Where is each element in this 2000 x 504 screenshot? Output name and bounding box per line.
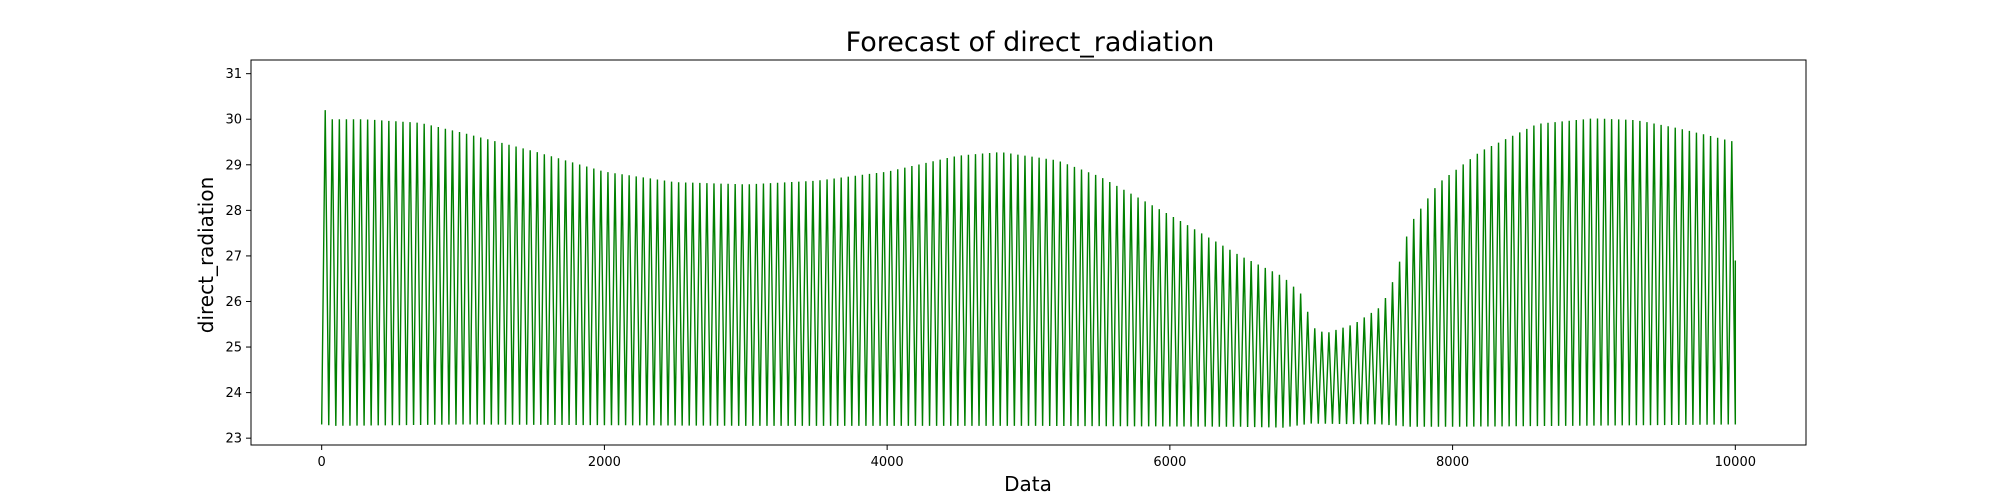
series-line: [320, 110, 1737, 428]
x-tick-label: 6000: [1153, 455, 1186, 470]
y-tick-label: 26: [225, 295, 242, 310]
x-tick-label: 10000: [1715, 455, 1756, 470]
x-axis-label: Data: [1004, 472, 1052, 496]
plot-frame: [250, 59, 1807, 446]
y-tick-label: 23: [225, 432, 242, 447]
y-axis-ticks: 23 24 25 26 27 28 29 30 31: [225, 67, 251, 447]
x-tick-label: 8000: [1436, 455, 1469, 470]
y-tick-label: 28: [225, 204, 242, 219]
y-tick-label: 24: [225, 386, 242, 401]
x-tick-label: 0: [318, 455, 326, 470]
y-tick-label: 29: [225, 158, 242, 173]
x-axis-ticks: 0 2000 4000 6000 8000 10000: [318, 445, 1756, 470]
y-tick-label: 31: [225, 67, 242, 82]
series-layer: [320, 110, 1737, 428]
x-tick-label: 4000: [871, 455, 904, 470]
chart-title: Forecast of direct_radiation: [846, 27, 1215, 58]
y-axis-label: direct_radiation: [194, 177, 218, 333]
y-tick-label: 25: [225, 341, 242, 356]
y-tick-label: 27: [225, 249, 242, 264]
y-tick-label: 30: [225, 113, 242, 128]
x-tick-label: 2000: [588, 455, 621, 470]
